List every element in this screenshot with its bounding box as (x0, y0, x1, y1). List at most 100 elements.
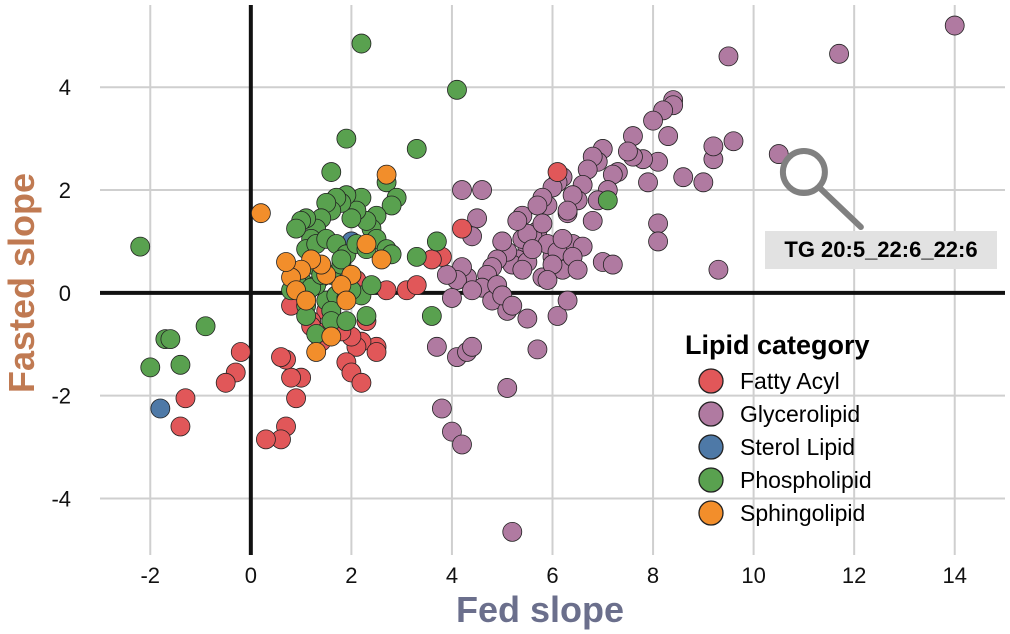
fatty-acyl-point (281, 367, 301, 388)
x-tick-label: 14 (942, 563, 966, 588)
fatty-acyl-point (170, 416, 191, 437)
x-tick-label: 0 (245, 563, 257, 588)
glycerolipid-point (638, 172, 658, 193)
fatty-acyl-point (175, 388, 196, 409)
glycerolipid-point (648, 231, 668, 252)
fatty-acyl-point (256, 429, 276, 450)
phospholipid-point (341, 208, 362, 229)
glycerolipid-point (517, 308, 538, 329)
glycerolipid-point (472, 180, 493, 200)
phospholipid-point (336, 128, 357, 149)
legend-marker-sterol-lipid (698, 434, 724, 460)
sphingolipid-point (356, 234, 377, 254)
fatty-acyl-point (286, 388, 306, 409)
y-axis-title: Fasted slope (1, 173, 42, 393)
glycerolipid-point (497, 378, 518, 398)
legend-marker-glycerolipid (698, 401, 724, 427)
sphingolipid-point (250, 203, 271, 224)
y-tick-label: 2 (59, 178, 71, 203)
glycerolipid-point (442, 288, 462, 308)
fatty-acyl-point (452, 218, 472, 239)
sterol-lipid-point (150, 398, 171, 419)
glycerolipid-point (537, 270, 558, 290)
sphingolipid-point (376, 164, 397, 185)
legend-label-sphingolipid: Sphingolipid (740, 500, 865, 526)
glycerolipid-point (437, 264, 457, 285)
fatty-acyl-point (230, 342, 251, 362)
glycerolipid-point (567, 259, 588, 280)
x-tick-label: 10 (741, 563, 765, 588)
phospholipid-point (406, 246, 427, 267)
fatty-acyl-point (271, 347, 291, 368)
phospholipid-point (321, 162, 342, 182)
glycerolipid-point (502, 521, 523, 542)
tick-labels: -2 0 2 4 6 8 10 12 14 -4 -2 0 2 4 (51, 75, 967, 588)
y-tick-label: -4 (51, 486, 71, 511)
x-tick-label: 6 (546, 563, 558, 588)
zero-lines (100, 5, 1005, 555)
annotation-label-background (765, 231, 997, 269)
glycerolipid-point (708, 259, 729, 280)
glycerolipid-point (431, 398, 452, 419)
phospholipid-point (447, 79, 467, 100)
glycerolipid-point (944, 15, 965, 36)
legend-label-sterol-lipid: Sterol Lipid (740, 434, 855, 460)
sphingolipid-point (306, 342, 327, 362)
glycerolipid-point (658, 126, 679, 146)
glycerolipid-point (512, 259, 533, 280)
glycerolipid-point (618, 141, 638, 162)
phospholipid-point (406, 139, 427, 159)
glycerolipid-point (582, 210, 603, 231)
legend: Lipid category Fatty Acyl Glycerolipid Ste… (685, 330, 872, 526)
glycerolipid-point (552, 228, 573, 249)
x-tick-label: 2 (345, 563, 357, 588)
fatty-acyl-point (406, 275, 427, 296)
glycerolipid-point (527, 195, 548, 216)
legend-marker-sphingolipid (698, 500, 724, 526)
glycerolipid-point (426, 336, 447, 357)
glycerolipid-point (703, 136, 724, 157)
glycerolipid-point (527, 339, 548, 360)
glycerolipid-point (507, 210, 528, 231)
x-tick-label: 8 (647, 563, 659, 588)
phospholipid-point (331, 249, 352, 270)
fatty-acyl-point (366, 342, 387, 362)
glycerolipid-point (557, 200, 578, 221)
glycerolipid-point (547, 306, 568, 326)
glycerolipid-point (829, 43, 849, 64)
glycerolipid-point (643, 110, 663, 131)
legend-label-phospholipid: Phospholipid (740, 467, 872, 493)
phospholipid-point (286, 218, 306, 239)
y-tick-label: 4 (59, 75, 71, 100)
phospholipid-point (160, 329, 181, 350)
x-tick-label: 12 (842, 563, 866, 588)
phospholipid-point (421, 306, 442, 326)
phospholipid-point (130, 236, 151, 257)
phospholipid-point (195, 316, 216, 337)
phospholipid-point (361, 275, 382, 296)
glycerolipid-point (673, 167, 694, 188)
glycerolipid-point (718, 46, 739, 67)
glycerolipid-point (462, 336, 482, 357)
glycerolipid-point (693, 172, 714, 193)
y-tick-label: 0 (59, 281, 71, 306)
legend-title: Lipid category (685, 330, 870, 360)
glycerolipid-point (532, 213, 553, 234)
sphingolipid-point (296, 290, 317, 311)
legend-label-fatty-acyl: Fatty Acyl (740, 368, 840, 394)
phospholipid-point (381, 195, 402, 216)
legend-marker-phospholipid (698, 467, 724, 493)
glycerolipid-point (648, 213, 668, 234)
fatty-acyl-point (547, 162, 568, 182)
sphingolipid-point (276, 252, 296, 272)
glycerolipid-point (557, 290, 578, 311)
phospholipid-point (140, 357, 161, 378)
annotation-label: TG 20:5_22:6_22:6 (784, 237, 977, 262)
glycerolipid-point (492, 231, 513, 252)
glycerolipid-point (602, 254, 623, 275)
fatty-acyl-point (215, 372, 236, 393)
glycerolipid-point (452, 180, 472, 200)
phospholipid-point (351, 33, 372, 54)
glycerolipid-point (522, 239, 543, 260)
phospholipid-point (426, 231, 447, 252)
